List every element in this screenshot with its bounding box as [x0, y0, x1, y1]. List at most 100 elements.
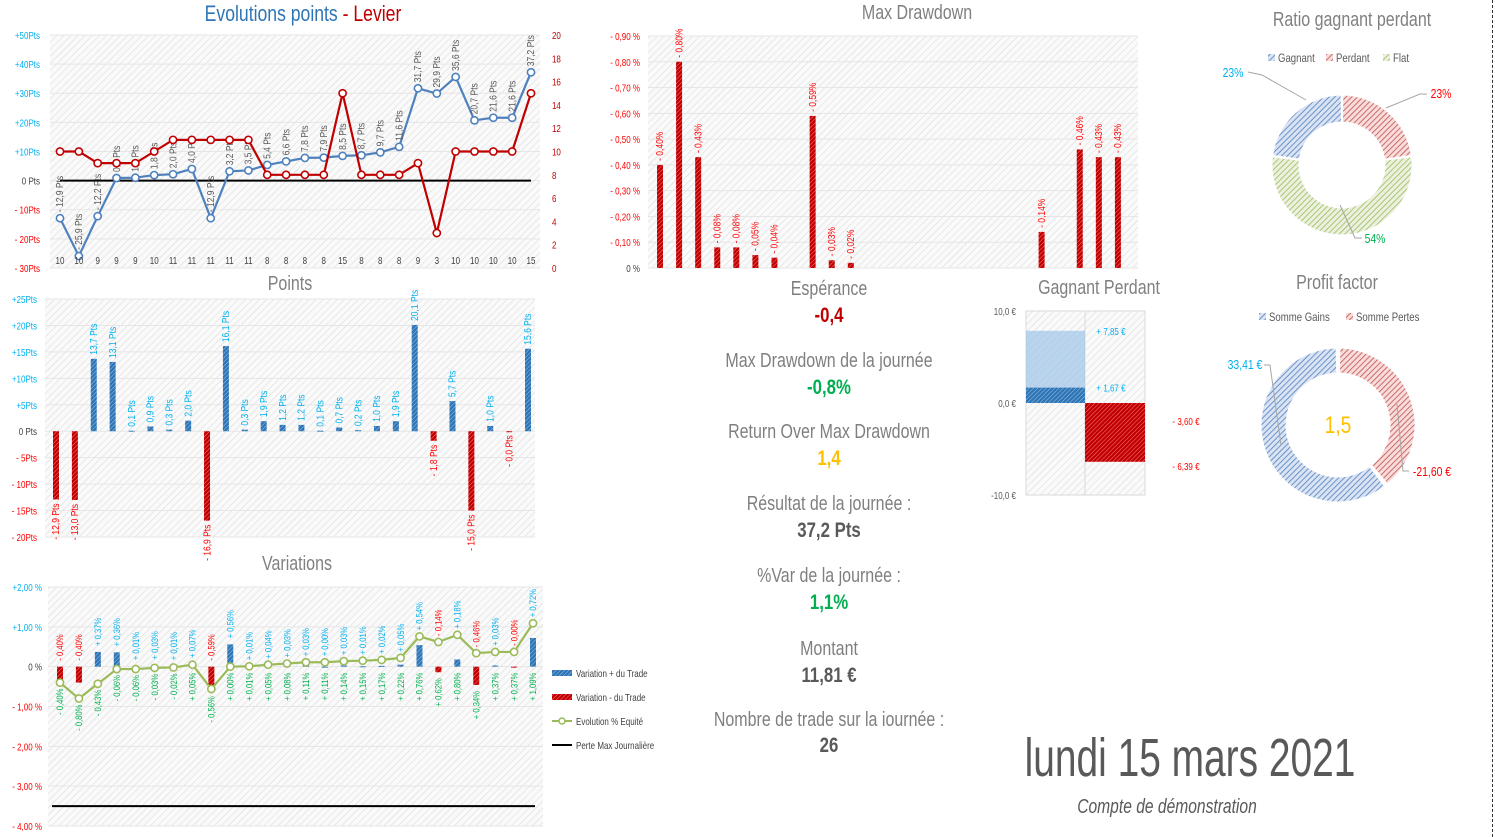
variation-bar	[57, 666, 63, 683]
points-bar-label: - 12,9 Pts	[51, 503, 62, 540]
drawdown-bar	[771, 257, 778, 268]
points-ytick: - 20Pts	[12, 532, 38, 543]
pf-label-pertes: -21,60 €	[1413, 465, 1452, 479]
drawdown-ytick: - 0,10 %	[610, 237, 640, 248]
var-label: %Var de la journée :	[757, 565, 901, 587]
points-bar	[53, 431, 59, 500]
drawdown-bar-label: - 0,03%	[826, 227, 837, 256]
levier-data-label: 9	[133, 255, 137, 266]
points-bar-label: 13,1 Pts	[107, 326, 118, 357]
levier-point	[243, 135, 253, 145]
points-point	[300, 153, 310, 163]
equity-point	[112, 664, 122, 674]
variation-bar	[473, 666, 480, 685]
equity-point	[471, 648, 481, 658]
levier-point	[281, 170, 291, 180]
points-data-label: 1,0 Pts	[130, 145, 141, 172]
variation-bar-label: + 0,07%	[187, 629, 198, 658]
levier-data-label: 8	[284, 255, 288, 266]
variation-bar-label: + 0,01%	[244, 631, 255, 660]
points-point	[168, 169, 178, 179]
variation-bar	[75, 666, 82, 683]
equity-data-label: - 0,02%	[168, 673, 179, 700]
points-bar-label: 0,1 Pts	[315, 400, 326, 427]
pf-legend-swatch	[1259, 313, 1266, 320]
variation-bar	[321, 666, 328, 668]
levier-data-label: 10	[470, 255, 479, 266]
drawdown-bar	[752, 255, 759, 268]
romad-value: 1,4	[817, 447, 841, 470]
points-point	[74, 251, 84, 261]
drawdown-bar-label: - 0,43%	[693, 124, 704, 153]
variation-bar-label: - 0,40%	[74, 634, 85, 661]
points-data-label: - 12,9 Pts	[55, 176, 66, 213]
evolution-y2tick: 2	[552, 240, 556, 251]
drawdown-plot-area	[648, 36, 1138, 268]
page-border-dashed	[1492, 0, 1493, 837]
points-data-label: 31,7 Pts	[413, 51, 424, 82]
levier-point	[93, 158, 103, 168]
equity-point	[131, 664, 141, 674]
equity-data-label: - 0,40%	[55, 688, 66, 715]
equity-point	[490, 647, 500, 657]
points-point	[413, 83, 423, 93]
points-data-label: 8,7 Pts	[356, 123, 367, 150]
equity-point	[415, 631, 424, 641]
variation-bar	[511, 666, 518, 668]
evolution-ytick: +30Pts	[15, 88, 41, 99]
evolution-title-levier: Levier	[353, 1, 402, 26]
evolution-y2tick: 4	[552, 217, 556, 228]
points-point	[149, 170, 159, 180]
points-bar-label: - 1,8 Pts	[428, 444, 439, 476]
levier-point	[225, 135, 234, 145]
points-bar-label: 20,1 Pts	[409, 289, 420, 320]
drawdown-ytick: - 0,90 %	[610, 31, 640, 42]
ratio-slice	[1342, 94, 1412, 160]
romad-label: Return Over Max Drawdown	[728, 421, 930, 443]
evolution-y2tick: 0	[552, 263, 556, 274]
points-ytick: - 15Pts	[12, 506, 38, 517]
drawdown-ytick: - 0,20 %	[610, 212, 640, 223]
points-bar	[90, 358, 97, 432]
levier-point	[357, 170, 366, 180]
equity-data-label: + 0,11%	[319, 672, 330, 700]
evolution-ytick: +10Pts	[15, 147, 41, 158]
equity-point	[225, 662, 235, 672]
points-bar	[71, 431, 78, 500]
variation-bar	[416, 645, 423, 667]
points-bar	[279, 424, 286, 432]
drawdown-bar-label: - 0,04%	[769, 224, 780, 253]
variations-ytick: - 4,00 %	[12, 821, 42, 832]
points-ytick: +10Pts	[12, 373, 38, 384]
equity-point	[55, 678, 65, 687]
levier-data-label: 8	[359, 255, 363, 266]
legend-swatch-variation-minus	[552, 694, 572, 700]
evolution-ytick: +40Pts	[15, 59, 41, 70]
points-data-label: 6,6 Pts	[281, 129, 292, 156]
profit-factor-slice	[1338, 347, 1416, 485]
points-bar	[355, 430, 362, 432]
evolution-ytick: - 20Pts	[15, 234, 41, 245]
variation-bar-label: + 0,03%	[149, 631, 160, 660]
points-bar	[392, 421, 399, 432]
equity-data-label: + 0,01%	[244, 672, 255, 701]
evolution-y2tick: 20	[552, 30, 561, 41]
ratio-legend-swatch	[1383, 54, 1390, 61]
equity-data-label: + 0,00%	[225, 672, 236, 701]
evolution-title-sep: -	[342, 1, 349, 26]
ratio-leader-line	[1247, 71, 1307, 101]
points-point	[526, 67, 536, 77]
variation-bar	[397, 664, 404, 667]
ratio-legend-label: Gagnant	[1278, 52, 1315, 65]
evolution-y2tick: 16	[552, 77, 561, 88]
points-data-label: 20,7 Pts	[469, 83, 480, 114]
points-bar-label: 0,1 Pts	[126, 400, 137, 427]
points-bar	[468, 431, 475, 511]
drawdown-bar	[1095, 157, 1102, 268]
equity-point	[74, 694, 84, 703]
points-bar-label: 1,9 Pts	[258, 390, 269, 417]
variation-bar	[208, 666, 215, 691]
equity-data-label: + 0,34%	[471, 690, 482, 719]
variation-bar	[435, 666, 442, 673]
